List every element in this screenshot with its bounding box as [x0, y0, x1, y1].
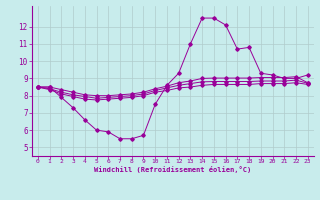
X-axis label: Windchill (Refroidissement éolien,°C): Windchill (Refroidissement éolien,°C) [94, 166, 252, 173]
